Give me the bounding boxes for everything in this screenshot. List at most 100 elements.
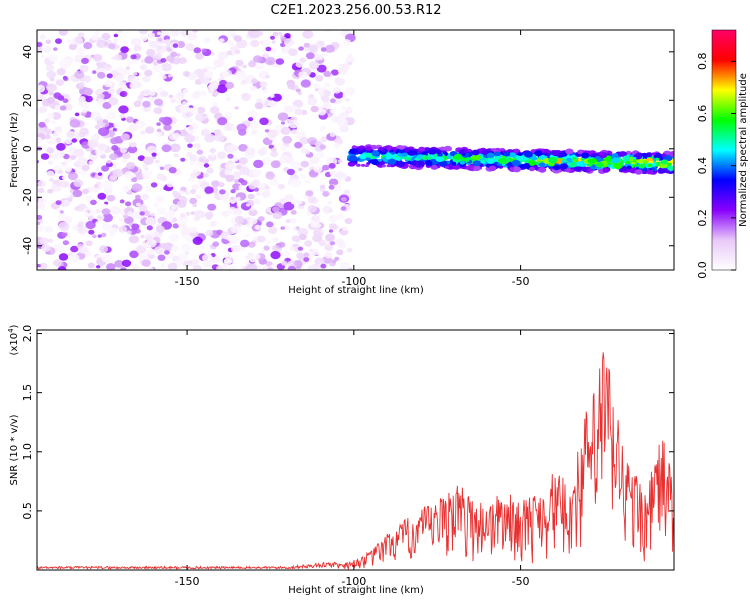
heatmap-cell bbox=[92, 70, 97, 74]
heatmap-cell bbox=[377, 158, 382, 162]
heatmap-cell bbox=[109, 231, 116, 237]
heatmap-cell bbox=[146, 145, 158, 154]
heatmap-cell bbox=[202, 113, 207, 118]
heatmap-cell bbox=[332, 87, 341, 94]
heatmap-cell bbox=[226, 50, 233, 56]
heatmap-cell bbox=[308, 61, 320, 70]
heatmap-cell bbox=[283, 225, 291, 231]
heatmap-cell bbox=[108, 43, 116, 50]
heatmap-cell bbox=[169, 143, 181, 153]
heatmap-cell bbox=[402, 152, 408, 157]
heatmap-cell bbox=[135, 120, 146, 129]
heatmap-cell bbox=[206, 167, 214, 174]
heatmap-cell bbox=[66, 130, 76, 138]
heatmap-cell bbox=[120, 46, 129, 53]
heatmap-cell bbox=[37, 221, 41, 225]
heatmap-cell bbox=[190, 258, 200, 266]
heatmap-cell bbox=[611, 153, 620, 159]
heatmap-cell bbox=[250, 85, 258, 92]
heatmap-cell bbox=[83, 87, 93, 96]
heatmap-cell bbox=[142, 100, 151, 108]
heatmap-cell bbox=[73, 179, 84, 188]
heatmap-cell bbox=[472, 160, 481, 167]
heatmap-cell bbox=[121, 152, 131, 160]
heatmap-cell bbox=[182, 101, 187, 105]
heatmap-cell bbox=[102, 213, 113, 223]
heatmap-cell bbox=[342, 93, 347, 97]
heatmap-cell bbox=[37, 94, 45, 101]
heatmap-cell bbox=[581, 152, 590, 159]
heatmap-cell bbox=[211, 220, 217, 226]
heatmap-cell bbox=[418, 146, 426, 152]
heatmap-cell bbox=[291, 235, 301, 242]
heatmap-cell bbox=[130, 38, 142, 47]
heatmap-cell bbox=[53, 243, 65, 253]
heatmap-cell bbox=[264, 185, 270, 190]
heatmap-cell bbox=[503, 151, 511, 157]
heatmap-cell bbox=[55, 200, 62, 206]
heatmap-cell bbox=[625, 160, 631, 164]
heatmap-cell bbox=[285, 219, 291, 224]
colorbar-tick-label: 0.4 bbox=[696, 157, 709, 175]
heatmap-cell bbox=[187, 143, 193, 148]
heatmap-cell bbox=[58, 221, 70, 231]
heatmap-cell bbox=[512, 166, 521, 173]
heatmap-cell bbox=[203, 70, 214, 79]
heatmap-cell bbox=[390, 151, 396, 155]
heatmap-cell bbox=[329, 241, 336, 246]
heatmap-cell bbox=[300, 174, 307, 179]
heatmap-cell bbox=[118, 30, 123, 33]
heatmap-cell bbox=[298, 46, 304, 51]
heatmap-cell bbox=[102, 203, 107, 208]
heatmap-cell bbox=[46, 83, 57, 92]
heatmap-cell bbox=[127, 211, 133, 217]
heatmap-cell bbox=[48, 238, 54, 243]
x-tick-label: -150 bbox=[175, 575, 200, 588]
heatmap-cell bbox=[613, 162, 623, 169]
heatmap-cell bbox=[321, 229, 326, 234]
heatmap-cell bbox=[93, 183, 100, 189]
heatmap-cell bbox=[494, 151, 501, 157]
heatmap-cell bbox=[131, 142, 137, 147]
heatmap-cell bbox=[324, 252, 333, 259]
heatmap-cell bbox=[336, 249, 344, 256]
heatmap-cell bbox=[251, 78, 258, 84]
heatmap-cell bbox=[196, 106, 206, 114]
heatmap-cell bbox=[38, 197, 47, 205]
heatmap-cell bbox=[234, 49, 241, 55]
heatmap-cell bbox=[234, 179, 240, 184]
heatmap-cell bbox=[39, 237, 49, 245]
heatmap-cell bbox=[207, 203, 217, 211]
heatmap-cell bbox=[37, 187, 45, 194]
colorbar: 0.0 0.2 0.4 0.6 0.8 Normalized spectral ampl… bbox=[696, 29, 749, 279]
heatmap-cell bbox=[40, 206, 46, 211]
heatmap-cell bbox=[139, 253, 150, 261]
heatmap-cell bbox=[347, 61, 352, 65]
heatmap-cell bbox=[151, 152, 157, 157]
heatmap-cell bbox=[348, 267, 353, 270]
heatmap-cell bbox=[218, 182, 225, 188]
heatmap-cell bbox=[187, 72, 198, 81]
spectrogram-frame bbox=[36, 29, 675, 271]
heatmap-cell bbox=[322, 101, 332, 109]
colorbar-tick-label: 0.8 bbox=[696, 53, 709, 71]
heatmap-cell bbox=[356, 163, 361, 167]
heatmap-cell bbox=[71, 138, 78, 143]
heatmap-cell bbox=[365, 146, 372, 151]
heatmap-cell bbox=[230, 200, 236, 205]
heatmap-cell bbox=[553, 165, 561, 171]
heatmap-cell bbox=[102, 180, 114, 190]
heatmap-cell bbox=[189, 154, 198, 162]
heatmap-cell bbox=[431, 164, 438, 170]
heatmap-cell bbox=[263, 89, 268, 93]
heatmap-cell bbox=[176, 200, 187, 208]
heatmap-cell bbox=[156, 173, 165, 181]
heatmap-cell bbox=[53, 47, 58, 51]
heatmap-cell bbox=[339, 228, 349, 236]
heatmap-cell bbox=[106, 194, 116, 202]
heatmap-cell bbox=[178, 253, 189, 262]
heatmap-cell bbox=[328, 178, 339, 186]
heatmap-cell bbox=[307, 196, 317, 204]
heatmap-cell bbox=[324, 44, 335, 53]
heatmap-cell bbox=[139, 211, 145, 216]
